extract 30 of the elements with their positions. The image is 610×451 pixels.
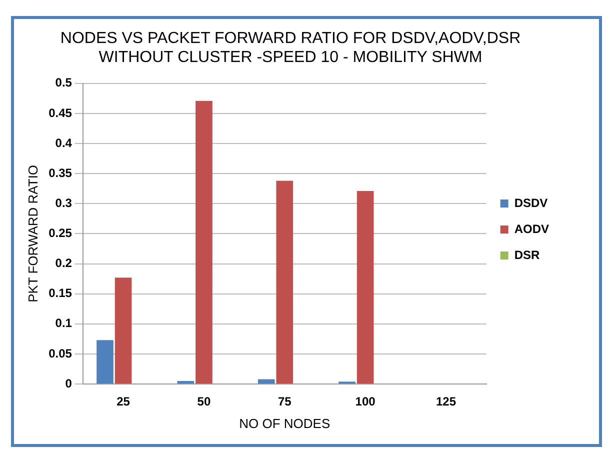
x-tick-label: 100 (355, 394, 376, 409)
y-tick-label: 0.35 (48, 166, 72, 180)
y-tick-label: 0.25 (48, 226, 72, 240)
y-tick-label: 0.15 (48, 286, 72, 300)
legend-label: DSR (514, 248, 540, 262)
bar (177, 380, 194, 384)
y-tick-label: 0.3 (55, 196, 72, 210)
x-tick-label: 125 (436, 394, 456, 409)
bar (356, 191, 374, 384)
text: WITHOUT CLUSTER -SPEED 10 - MOBILITY SHWM (98, 49, 482, 66)
y-tick-label: 0.2 (55, 256, 72, 270)
legend-label: DSDV (514, 196, 548, 210)
bar (258, 379, 275, 384)
y-tick-label: 0.45 (48, 106, 72, 120)
bar (276, 180, 294, 384)
legend-label: AODV (514, 222, 549, 236)
x-tick-label: 50 (197, 394, 211, 409)
bar (96, 340, 114, 384)
y-axis-title: PKT FORWARD RATIO (25, 164, 40, 302)
bar (196, 100, 212, 384)
bar (114, 278, 132, 384)
y-tick-label: 0.4 (55, 136, 72, 150)
x-tick-label: 75 (278, 394, 292, 409)
x-axis-title: NO OF NODES (239, 416, 330, 431)
text: NODES VS PACKET FORWARD RATIO FOR DSDV,AODV,DSR (60, 30, 521, 48)
y-tick-label: 0.05 (48, 346, 72, 360)
x-tick-label: 25 (116, 394, 130, 409)
y-tick-label: 0.5 (55, 76, 72, 90)
y-tick-label: 0.1 (55, 316, 72, 330)
y-tick-label: 0 (65, 376, 72, 390)
